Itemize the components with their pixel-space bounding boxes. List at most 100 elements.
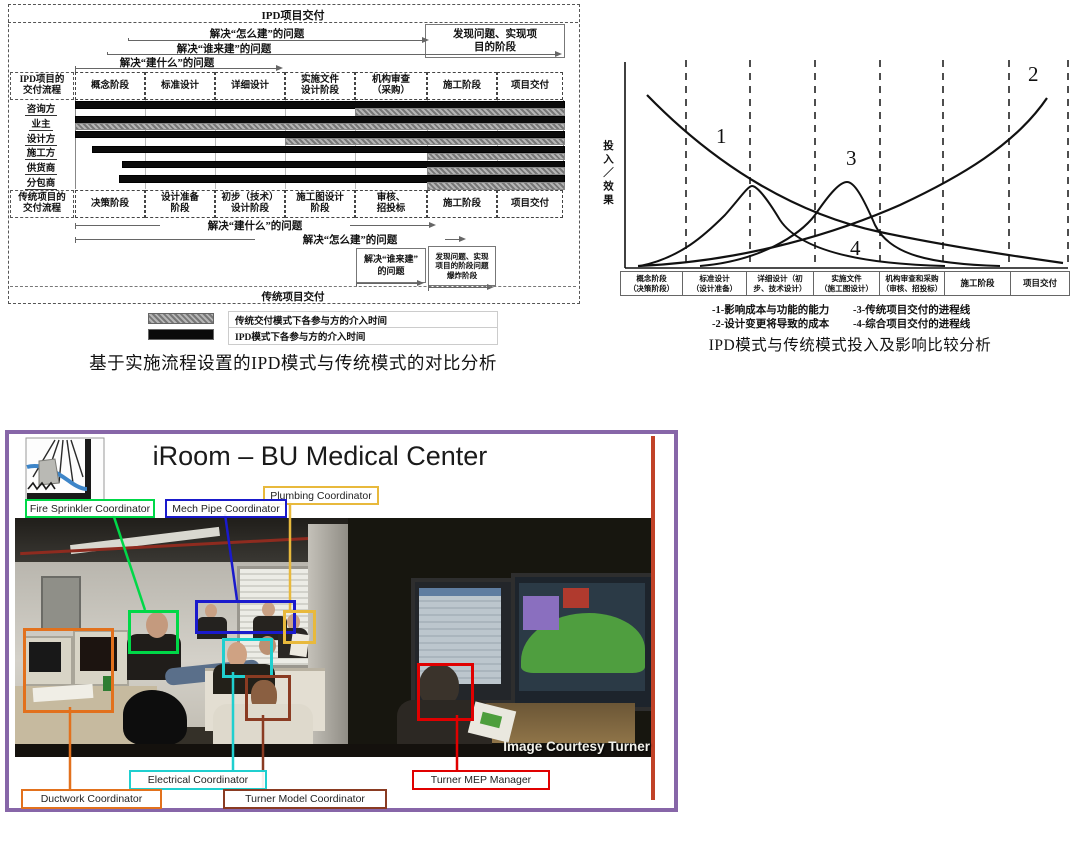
sprinkler-logo-icon xyxy=(25,437,105,501)
photo-cad-red-patch xyxy=(563,588,589,608)
photo-crt-screen-2 xyxy=(80,637,117,671)
participant-row: 供货商 xyxy=(8,159,578,176)
participant-label: 供货商 xyxy=(24,164,58,176)
top-band-divider xyxy=(8,22,578,23)
trad-bottom-divider xyxy=(10,286,576,287)
curve-traditional-process xyxy=(699,180,1001,267)
participant-row: 设计方 xyxy=(8,130,578,146)
photo-electrical-panel xyxy=(41,576,81,630)
ipd-phase-cell: 施工阶段 xyxy=(427,72,497,100)
gantt-track xyxy=(75,144,565,160)
curve-cost-of-change xyxy=(637,97,1048,268)
chart-category-cell: 施工阶段 xyxy=(944,271,1011,296)
gantt-area: 咨询方业主设计方施工方供货商分包商 xyxy=(8,100,578,190)
ipd-phase-cell: 机构审查 （采购） xyxy=(355,72,427,100)
photo-person-green-face xyxy=(146,612,168,638)
photo-display-left-titlebar xyxy=(419,588,501,596)
ipd-delivery-top-label: IPD项目交付 xyxy=(261,10,325,22)
ipd-comparison-caption: 基于实施流程设置的IPD模式与传统模式的对比分析 xyxy=(89,353,497,373)
participant-row: 分包商 xyxy=(8,174,578,190)
macleamy-chart-caption: IPD模式与传统模式投入及影响比较分析 xyxy=(708,337,992,354)
turner-mep-manager-tag: Turner MEP Manager xyxy=(412,770,550,790)
photo-person-cyan-face xyxy=(227,642,247,667)
chart-category-cell: 机构审查和采购 （审核、招投标） xyxy=(879,271,945,296)
chart-legend-item-2: -2-设计变更将导致的成本 xyxy=(712,319,830,330)
ipd-involvement-bar xyxy=(118,175,565,183)
ductwork-coordinator-tag: Ductwork Coordinator xyxy=(21,789,162,809)
chart-category-cell: 详细设计（初 步、技术设计） xyxy=(746,271,814,296)
trad-phase-cell: 设计准备 阶段 xyxy=(145,190,215,218)
ipd-phase-cell: 实施文件 设计阶段 xyxy=(285,72,355,100)
ipd-question-what: 解决“建什么”的问题 xyxy=(72,55,262,70)
curve-ipd-process xyxy=(639,184,946,267)
chart-legend-item-1: -1-影响成本与功能的能力 xyxy=(712,305,830,316)
traditional-involvement-bar xyxy=(284,137,565,146)
discover-realize-box: 发现问题、实现项 目的阶段 xyxy=(425,24,565,58)
legend-swatch-traditional xyxy=(148,313,214,324)
curve-label-4: 4 xyxy=(850,236,861,260)
trad-delivery-bottom-label: 传统项目交付 xyxy=(261,292,325,303)
photo-green-bottle xyxy=(103,676,111,691)
participant-label: 咨询方 xyxy=(24,105,58,116)
electrical-bounding-box xyxy=(222,638,273,678)
curve-label-2: 2 xyxy=(1028,62,1039,86)
participant-label: 分包商 xyxy=(24,179,58,190)
trad-question-what: 解决“建什么”的问题 xyxy=(160,218,350,233)
problem-explosion-box: 发现问题、实现 项目的阶段问题 爆炸阶段 xyxy=(428,246,496,286)
gantt-track xyxy=(75,174,565,190)
iroom-title: iRoom – BU Medical Center xyxy=(152,441,488,471)
ipd-phase-cell: 详细设计 xyxy=(215,72,285,100)
ipd-question-who: 解决“谁来建”的问题 xyxy=(95,41,353,56)
participant-label: 施工方 xyxy=(24,149,58,161)
photo-person-red-head xyxy=(419,664,459,706)
turner-model-coordinator-tag: Turner Model Coordinator xyxy=(223,789,387,809)
mech-pipe-coordinator-tag: Mech Pipe Coordinator xyxy=(165,499,287,518)
gantt-track xyxy=(75,130,565,146)
trad-question-who-arrow xyxy=(356,280,424,287)
traditional-involvement-bar xyxy=(426,167,565,175)
photo-person-blue-2-face xyxy=(262,602,275,617)
photo-crt-screen-1 xyxy=(29,642,61,672)
plumbing-coordinator-tag: Plumbing Coordinator xyxy=(263,486,379,505)
traditional-involvement-bar xyxy=(426,182,565,190)
trad-question-how: 解决“怎么建”的问题 xyxy=(255,232,445,247)
ipd-involvement-bar xyxy=(92,145,565,154)
participant-row: 业主 xyxy=(8,115,578,131)
ipd-involvement-bar xyxy=(121,160,565,168)
trad-phase-cell: 初步（技术） 设计阶段 xyxy=(215,190,285,218)
image-credit-text: Image Courtesy Turner xyxy=(503,739,650,754)
chart-category-cell: 概念阶段 （决策阶段） xyxy=(620,271,683,296)
traditional-involvement-bar xyxy=(355,108,565,116)
participant-label: 业主 xyxy=(29,119,53,131)
fire-sprinkler-coordinator-tag: Fire Sprinkler Coordinator xyxy=(25,499,155,518)
gantt-track xyxy=(75,159,565,175)
accent-vertical-line xyxy=(651,436,655,800)
participant-label: 设计方 xyxy=(24,134,58,146)
chart-category-cell: 实施文件 （施工图设计） xyxy=(813,271,880,296)
stage-boundary-gridlines xyxy=(685,60,1069,268)
chart-category-cell: 项目交付 xyxy=(1010,271,1070,296)
participant-row: 施工方 xyxy=(8,144,578,161)
macleamy-chart-plot xyxy=(624,60,1069,269)
ipd-question-how: 解决“怎么建”的问题 xyxy=(128,26,386,41)
trad-question-who-box: 解决“谁来建” 的问题 xyxy=(356,248,426,283)
ipd-comparison-figure-border xyxy=(8,4,580,304)
chart-category-cell: 标准设计 （设计准备） xyxy=(682,271,747,296)
model-bounding-box xyxy=(245,675,291,721)
legend-swatch-ipd xyxy=(148,329,214,340)
legend-label-ipd: IPD模式下各参与方的介入时间 xyxy=(228,327,498,345)
traditional-involvement-bar xyxy=(75,122,565,131)
ipd-phase-cell: 项目交付 xyxy=(497,72,563,100)
chart-legend-item-3: -3-传统项目交付的进程线 xyxy=(853,305,971,316)
gantt-track xyxy=(75,100,565,116)
photo-floor xyxy=(15,744,655,757)
ipd-flow-corner-label: IPD项目的 交付流程 xyxy=(10,72,74,100)
curve-label-1: 1 xyxy=(716,124,727,148)
photo-black-jacket xyxy=(123,690,187,745)
curve-label-3: 3 xyxy=(846,146,857,170)
gantt-track xyxy=(75,115,565,131)
photo-cad-purple-patch xyxy=(523,596,559,630)
trad-phase-cell: 项目交付 xyxy=(497,190,563,218)
ipd-phase-cell: 标准设计 xyxy=(145,72,215,100)
photo-person-blue-1-face xyxy=(205,604,217,618)
